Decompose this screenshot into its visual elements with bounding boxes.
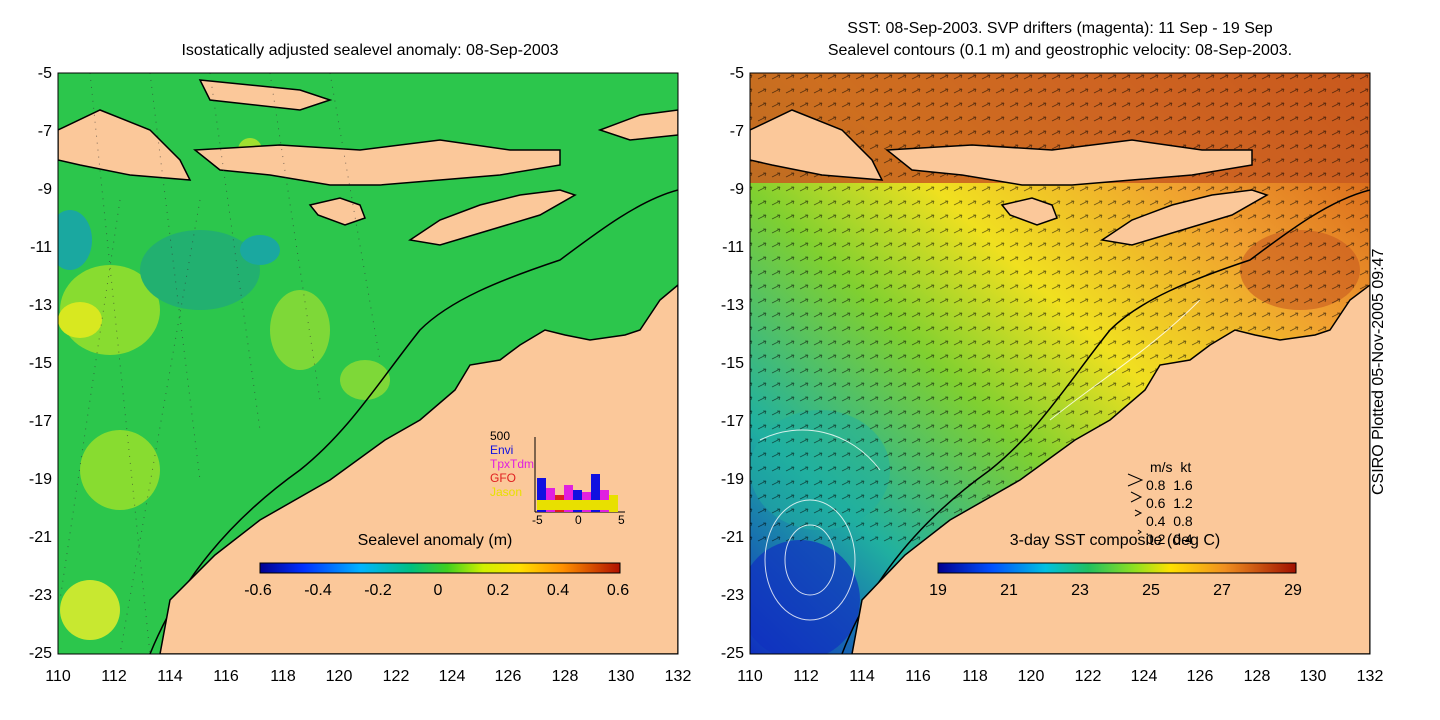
australia-land <box>159 284 678 654</box>
right-sst-map <box>749 72 1371 655</box>
left-map-title: Isostatically adjusted sealevel anomaly:… <box>181 42 559 59</box>
timor-island <box>408 189 577 246</box>
legend-tpxtdm: TpxTdm <box>490 457 535 471</box>
legend-gfo: GFO <box>490 471 516 485</box>
australia-land-right <box>851 284 1370 654</box>
sst-colorbar <box>937 562 1297 574</box>
sumba-island <box>308 197 366 226</box>
sla-colorbar-label: Sealevel anomaly (m) <box>357 532 513 549</box>
sst-colorbar-label: 3-day SST composite (deg C) <box>1009 532 1221 549</box>
right-map-title-line2: Sealevel contours (0.1 m) and geostrophi… <box>827 42 1293 59</box>
velocity-legend: m/s kt 0.8 1.6 0.6 1.2 0.4 0.8 0.2 0.4 <box>1146 459 1193 547</box>
histogram-legend: 500 Envi TpxTdm GFO Jason <box>490 429 534 499</box>
sla-colorbar <box>259 562 621 574</box>
right-map-title-line1: SST: 08-Sep-2003. SVP drifters (magenta)… <box>847 20 1273 37</box>
altimeter-histogram <box>534 437 625 513</box>
legend-envi: Envi <box>490 443 514 457</box>
java-island <box>58 109 192 181</box>
legend-jason: Jason <box>490 485 523 499</box>
sla-low-blob <box>58 210 92 270</box>
left-sealevel-map <box>57 72 679 655</box>
histogram-ymax: 500 <box>490 429 511 443</box>
velocity-legend-arrows <box>1127 473 1144 535</box>
